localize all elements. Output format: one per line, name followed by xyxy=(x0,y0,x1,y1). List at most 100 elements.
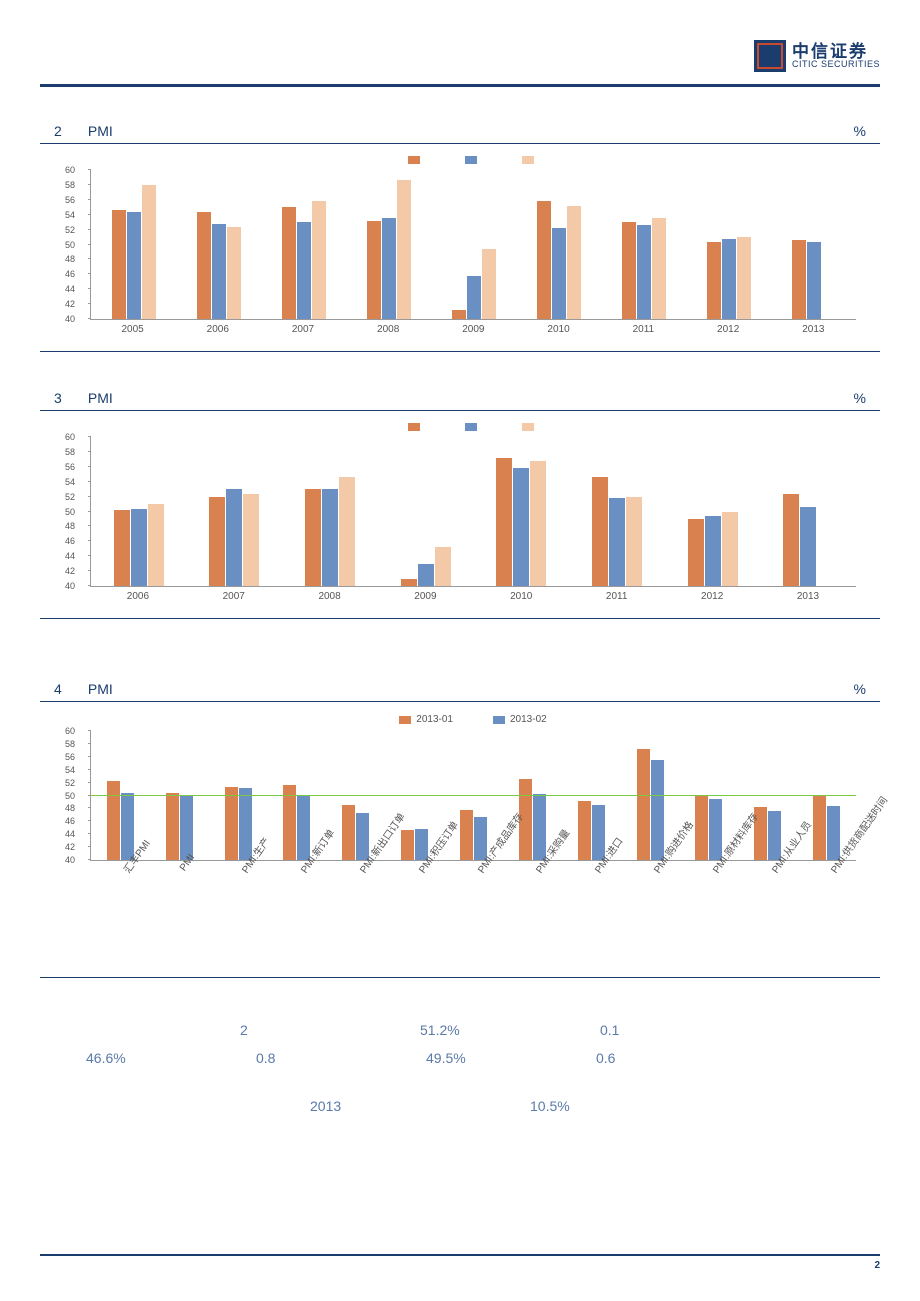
bar xyxy=(225,787,238,860)
bar xyxy=(367,221,381,319)
bar xyxy=(807,242,821,319)
logo: 中信证券 CITIC SECURITIES xyxy=(754,40,880,72)
bar xyxy=(382,218,396,319)
bar-group xyxy=(225,787,252,860)
chart-2-xlabels: 200520062007200820092010201120122013 xyxy=(90,320,856,335)
page: 中信证券 CITIC SECURITIES 2 PMI % 4042444648… xyxy=(0,0,920,1301)
xlabel: 2011 xyxy=(606,591,628,602)
xlabel: 2012 xyxy=(701,591,723,602)
xlabel: 2005 xyxy=(121,324,143,335)
logo-icon xyxy=(754,40,786,72)
bar-group xyxy=(637,749,664,860)
ytick: 46 xyxy=(65,536,75,546)
ytick: 58 xyxy=(65,180,75,190)
bar xyxy=(651,760,664,860)
chart-3-xlabels: 20062007200820092010201120122013 xyxy=(90,587,856,602)
bar xyxy=(722,239,736,319)
chart-2-unit: % xyxy=(854,123,866,139)
bar xyxy=(339,477,355,586)
bar-group xyxy=(537,201,581,319)
bar xyxy=(452,310,466,319)
body-val: 46.6% xyxy=(86,1044,166,1072)
ytick: 56 xyxy=(65,195,75,205)
xlabel: 2009 xyxy=(462,324,484,335)
bar xyxy=(226,489,242,586)
page-number: 2 xyxy=(874,1260,880,1271)
bar-group xyxy=(401,547,451,586)
xlabel: 2008 xyxy=(377,324,399,335)
chart-4-xlabels: 汇丰PMIPMIPMI:生产PMI:新订单PMI:新出口订单PMI:积压订单PM… xyxy=(90,861,856,961)
xlabel: 2007 xyxy=(292,324,314,335)
chart-3-index: 3 xyxy=(54,390,84,406)
bar xyxy=(792,240,806,319)
bar xyxy=(112,210,126,319)
body-text: 2 51.2% 0.1 46.6% 0.8 49.5% 0.6 2013 10.… xyxy=(40,1016,880,1120)
footer: 2 xyxy=(40,1254,880,1271)
bar xyxy=(460,810,473,860)
bar xyxy=(142,185,156,319)
xlabel: 2006 xyxy=(127,591,149,602)
chart-4-rule xyxy=(40,977,880,980)
ytick: 60 xyxy=(65,726,75,736)
legend-swatch xyxy=(493,716,505,724)
bar xyxy=(695,795,708,860)
chart-4-label: PMI xyxy=(88,681,113,697)
bar xyxy=(537,201,551,319)
legend-swatch xyxy=(522,423,534,431)
bar xyxy=(418,564,434,586)
bar xyxy=(530,461,546,586)
ytick: 42 xyxy=(65,299,75,309)
bar-group xyxy=(283,785,310,860)
body-val: 49.5% xyxy=(426,1044,506,1072)
bar-group xyxy=(107,781,134,860)
xlabel: 2011 xyxy=(633,324,655,335)
bar-group xyxy=(592,477,642,586)
chart-3-plot: 4042444648505254565860 xyxy=(90,437,856,587)
header: 中信证券 CITIC SECURITIES xyxy=(40,40,880,80)
body-val: 0.1 xyxy=(600,1016,680,1044)
chart-3-label: PMI xyxy=(88,390,113,406)
bar xyxy=(127,212,141,319)
bar xyxy=(552,228,566,319)
bar xyxy=(131,509,147,586)
ytick: 50 xyxy=(65,507,75,517)
ytick: 44 xyxy=(65,284,75,294)
bar xyxy=(737,237,751,319)
chart-2-index: 2 xyxy=(54,123,84,139)
bar xyxy=(305,489,321,586)
xlabel: 2006 xyxy=(207,324,229,335)
bar xyxy=(148,504,164,586)
ytick: 42 xyxy=(65,566,75,576)
chart-4-unit: % xyxy=(854,681,866,697)
bar xyxy=(397,180,411,319)
ytick: 44 xyxy=(65,829,75,839)
bar xyxy=(107,781,120,860)
ytick: 46 xyxy=(65,816,75,826)
chart-2-legend xyxy=(90,156,856,164)
chart-2-title: 2 PMI % xyxy=(40,123,880,144)
bar xyxy=(800,507,816,586)
bar xyxy=(626,497,642,586)
bar xyxy=(435,547,451,586)
bar xyxy=(707,242,721,319)
bar-group xyxy=(452,249,496,319)
legend-label: 2013-01 xyxy=(416,714,453,725)
bar-group xyxy=(367,180,411,319)
bar xyxy=(482,249,496,319)
bar-group xyxy=(783,494,833,586)
body-val: 2 xyxy=(240,1016,320,1044)
bar xyxy=(401,830,414,860)
ytick: 54 xyxy=(65,765,75,775)
ytick: 58 xyxy=(65,739,75,749)
bar xyxy=(783,494,799,586)
bar-group xyxy=(792,240,836,319)
legend-item xyxy=(408,423,425,431)
body-val: 10.5% xyxy=(530,1092,610,1120)
bar xyxy=(467,276,481,319)
legend-swatch xyxy=(408,423,420,431)
ytick: 60 xyxy=(65,432,75,442)
ytick: 46 xyxy=(65,269,75,279)
chart-3-title: 3 PMI % xyxy=(40,390,880,411)
bar xyxy=(283,785,296,860)
legend-item xyxy=(408,156,425,164)
